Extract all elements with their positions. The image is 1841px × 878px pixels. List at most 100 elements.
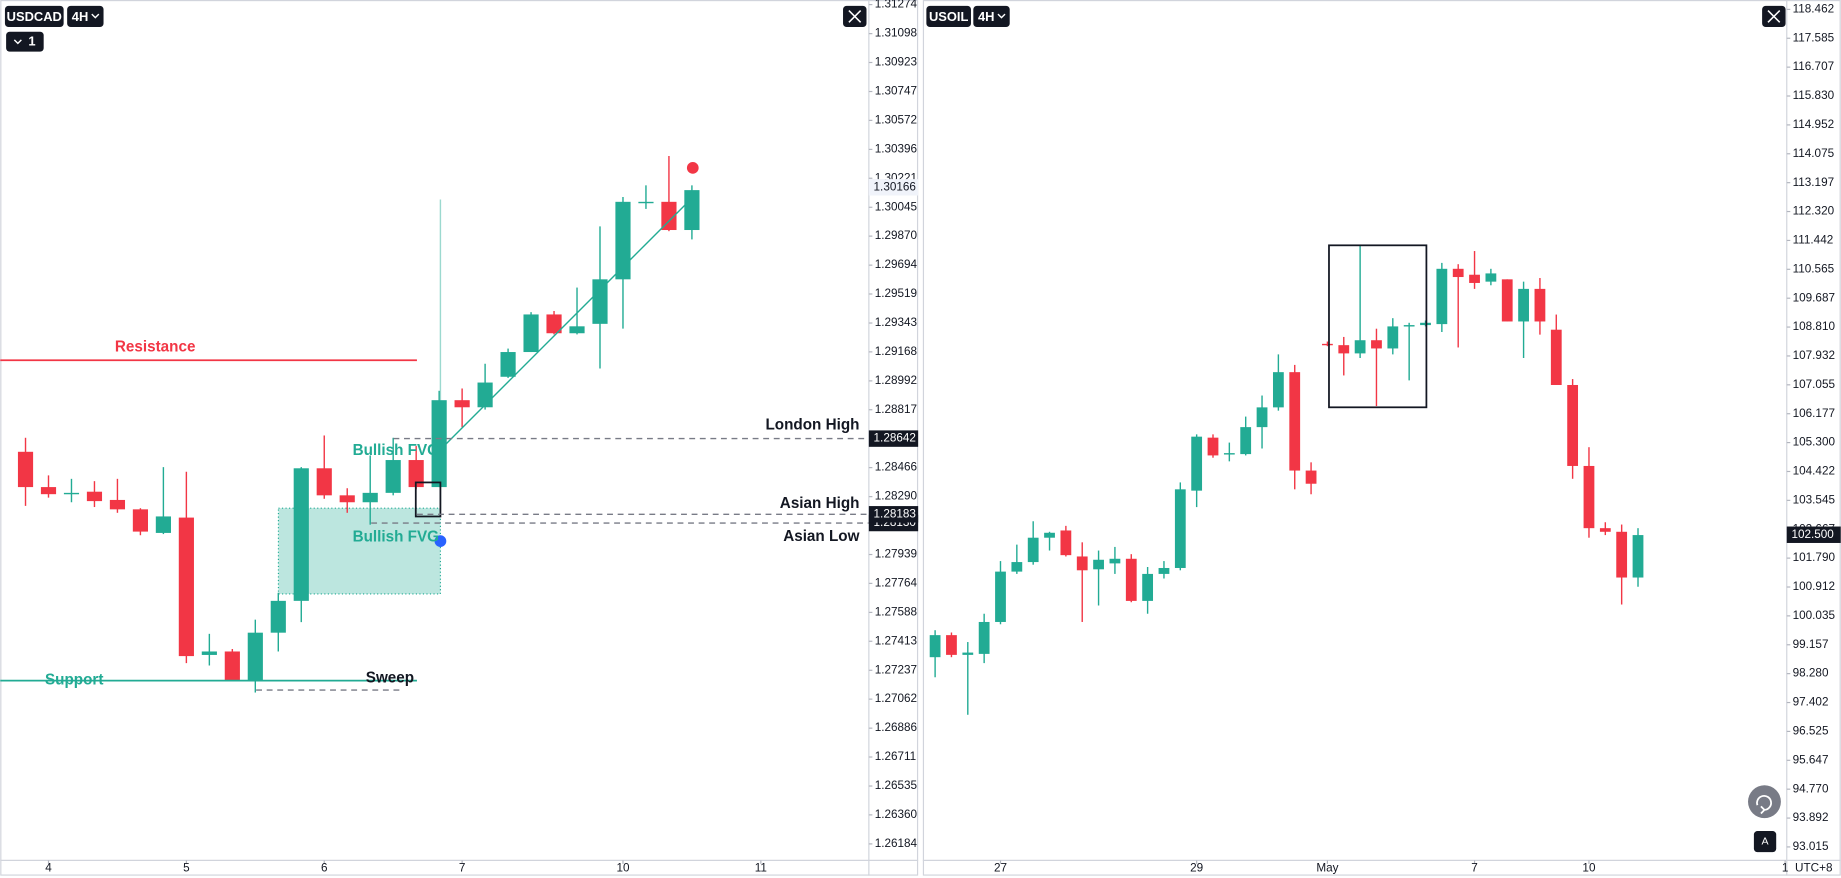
level-price-tag-bg <box>868 506 919 523</box>
candles-layer <box>17 155 1644 715</box>
candle-body <box>946 635 957 655</box>
timezone: UTC+8 <box>1795 862 1833 875</box>
candle-body <box>408 460 424 488</box>
y-tick-label: 104.422 <box>1793 465 1835 478</box>
y-tick-label: 112.320 <box>1793 205 1835 218</box>
candle-body <box>1174 489 1186 568</box>
y-tick-label: 1.27413 <box>875 634 917 647</box>
interval-button[interactable] <box>973 5 1010 27</box>
candle-body <box>1027 537 1039 563</box>
y-tick-label: 1.30396 <box>875 142 917 155</box>
y-tick-label: 97.402 <box>1793 696 1829 709</box>
level-label: London High <box>765 417 859 434</box>
y-tick-label: 93.892 <box>1793 811 1829 824</box>
candle-body <box>1305 470 1317 484</box>
candle-body <box>1501 279 1513 322</box>
candle-body <box>1191 436 1203 491</box>
y-tick-label: 100.912 <box>1793 580 1835 593</box>
y-tick-label: 114.075 <box>1793 147 1835 160</box>
y-tick-label: 105.300 <box>1793 436 1836 449</box>
candle-body <box>978 621 990 654</box>
y-tick-label: 96.525 <box>1793 724 1829 737</box>
candle-body <box>17 451 34 488</box>
toolbar: USDCAD 4H 1 USOIL 4H A UTC+8 <box>4 5 1833 875</box>
symbol: USOIL <box>929 9 969 24</box>
x-tick-label: 6 <box>321 862 328 875</box>
candle-body <box>270 600 286 633</box>
x-tick-label: 7 <box>1471 862 1478 875</box>
y-tick-label: 1.29870 <box>875 229 918 242</box>
trend-line <box>438 196 694 452</box>
x-tick-label: 7 <box>459 862 466 875</box>
x-tick-label: 11 <box>755 862 767 875</box>
x-tick-label: 27 <box>994 862 1007 875</box>
candle-body <box>1420 322 1431 326</box>
y-tick-label: 114.952 <box>1793 118 1835 131</box>
layout-count: 1 <box>28 34 35 49</box>
auto-scale-button[interactable] <box>1753 831 1777 853</box>
candle-body <box>615 201 631 280</box>
y-tick-label: 1.31098 <box>875 27 918 40</box>
y-tick-label: 103.545 <box>1793 493 1836 506</box>
y-tick-label: 101.790 <box>1793 551 1836 564</box>
last-price-tag-bg <box>1786 526 1841 543</box>
y-tick-label: 99.157 <box>1793 638 1829 651</box>
x-tick-label: 5 <box>183 862 190 875</box>
y-tick-label: 1.28817 <box>875 403 917 416</box>
y-tick-label: 1.26886 <box>875 721 917 734</box>
x-tick-label: 10 <box>1582 862 1596 875</box>
y-tick-label: 1.31274 <box>875 0 918 11</box>
candle-body <box>1387 326 1399 349</box>
candle-body <box>132 509 148 532</box>
close-icon <box>1767 10 1781 23</box>
candle-body <box>293 468 309 601</box>
candle-body <box>569 326 585 334</box>
sweep-label: Sweep <box>366 669 414 686</box>
candle-body <box>1616 531 1628 578</box>
candle-body <box>178 517 194 657</box>
level-label: Asian High <box>780 495 860 512</box>
symbol-button[interactable] <box>4 5 64 27</box>
symbol: USDCAD <box>7 9 62 24</box>
y-tick-label: 110.565 <box>1793 262 1835 275</box>
reset-icon <box>1756 794 1772 815</box>
candle-body <box>1109 558 1121 564</box>
y-tick-label: 94.770 <box>1793 782 1829 795</box>
y-tick-label: 1.26711 <box>875 750 917 763</box>
left-panel <box>0 0 919 876</box>
y-tick-label: 1.27764 <box>875 576 918 589</box>
candle-body <box>1044 532 1055 538</box>
x-tick-label: 29 <box>1190 862 1203 875</box>
chevron <box>91 13 100 19</box>
y-tick-label: 117.585 <box>1793 31 1835 44</box>
y-tick-label: 107.055 <box>1793 378 1836 391</box>
chevron <box>997 13 1006 19</box>
candle-body <box>362 492 378 503</box>
candle-body <box>1583 465 1595 529</box>
y-tick-label: 1.26535 <box>875 779 918 792</box>
candle-body <box>1207 437 1219 456</box>
candle-body <box>1322 343 1333 346</box>
symbol-button[interactable] <box>926 5 971 27</box>
candle-body <box>962 652 974 655</box>
y-tick-label: 1.26184 <box>875 837 918 850</box>
candle-body <box>385 460 401 493</box>
y-tick-label: 1.26360 <box>875 808 918 821</box>
candle-body <box>109 499 126 510</box>
candle-body <box>201 651 217 655</box>
reset-button[interactable] <box>1748 785 1781 819</box>
interval: 4H <box>72 9 88 24</box>
y-tick-label: 95.647 <box>1793 753 1829 766</box>
y-tick-label: 106.177 <box>1793 407 1835 420</box>
interval-button[interactable] <box>67 5 104 27</box>
highlight-box <box>414 481 442 518</box>
candle-body <box>1485 273 1497 282</box>
y-tick-label: 107.932 <box>1793 349 1835 362</box>
signal-dot <box>686 161 699 174</box>
layout-button[interactable] <box>6 31 44 52</box>
x-tick-label: 1 <box>1782 862 1789 875</box>
candle-body <box>454 400 470 408</box>
y-tick-label: 1.28466 <box>875 461 917 474</box>
